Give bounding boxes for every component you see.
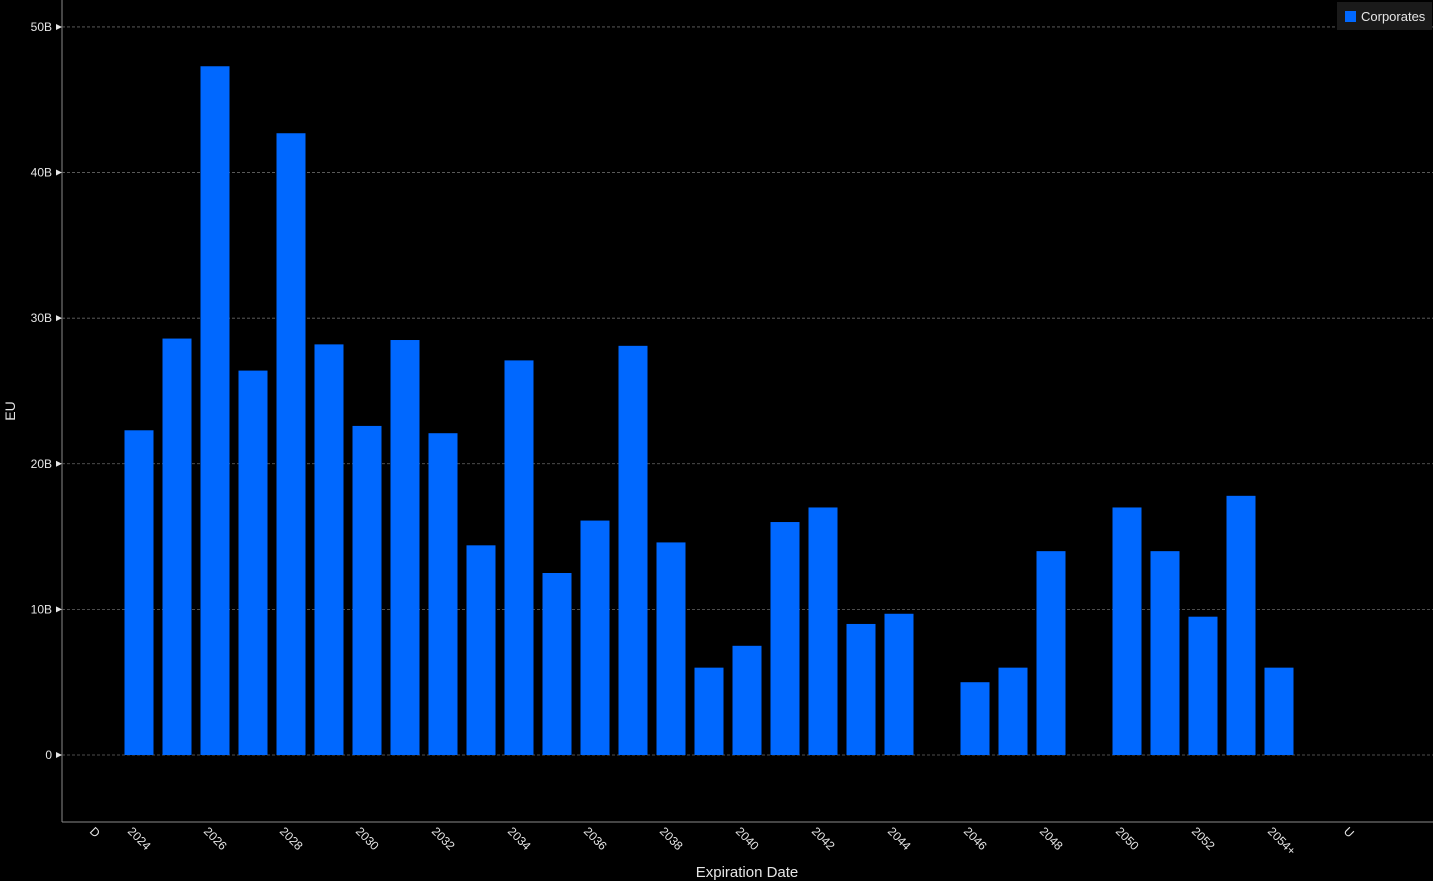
bar xyxy=(1150,551,1180,756)
bar xyxy=(580,520,610,756)
bar xyxy=(732,645,762,756)
bar xyxy=(352,425,382,756)
bar xyxy=(1264,667,1294,756)
bar xyxy=(808,507,838,756)
bar xyxy=(542,572,572,756)
bar xyxy=(884,613,914,756)
bar xyxy=(846,623,876,756)
x-axis-title: Expiration Date xyxy=(696,864,799,881)
y-tick-label: 30B xyxy=(31,311,52,325)
y-tick-label: 20B xyxy=(31,457,52,471)
bar xyxy=(466,545,496,756)
y-tick-label: 40B xyxy=(31,166,52,180)
bar xyxy=(162,338,192,756)
legend-label: Corporates xyxy=(1361,9,1426,24)
y-tick-mark xyxy=(56,606,62,613)
y-tick-mark xyxy=(56,23,62,30)
y-tick-mark xyxy=(56,315,62,322)
bar xyxy=(314,344,344,756)
bar xyxy=(124,430,154,756)
bar xyxy=(1226,495,1256,756)
bar xyxy=(618,345,648,756)
bar xyxy=(238,370,268,756)
bar xyxy=(1036,551,1066,756)
bar xyxy=(656,542,686,756)
bar xyxy=(960,682,990,756)
bar xyxy=(1188,616,1218,756)
bar xyxy=(200,66,230,756)
bar xyxy=(694,667,724,756)
bar xyxy=(998,667,1028,756)
y-tick-mark xyxy=(56,169,62,176)
y-tick-label: 50B xyxy=(31,20,52,34)
bar xyxy=(428,433,458,756)
y-tick-label: 0 xyxy=(45,748,52,762)
y-tick-mark xyxy=(56,460,62,467)
legend-swatch xyxy=(1345,11,1356,22)
y-axis-title: EU xyxy=(2,401,18,420)
bar xyxy=(770,522,800,756)
bar xyxy=(504,360,534,756)
bar xyxy=(1112,507,1142,756)
y-tick-label: 10B xyxy=(31,602,52,616)
bar xyxy=(390,340,420,756)
y-tick-mark xyxy=(56,752,62,759)
bar xyxy=(276,133,306,756)
